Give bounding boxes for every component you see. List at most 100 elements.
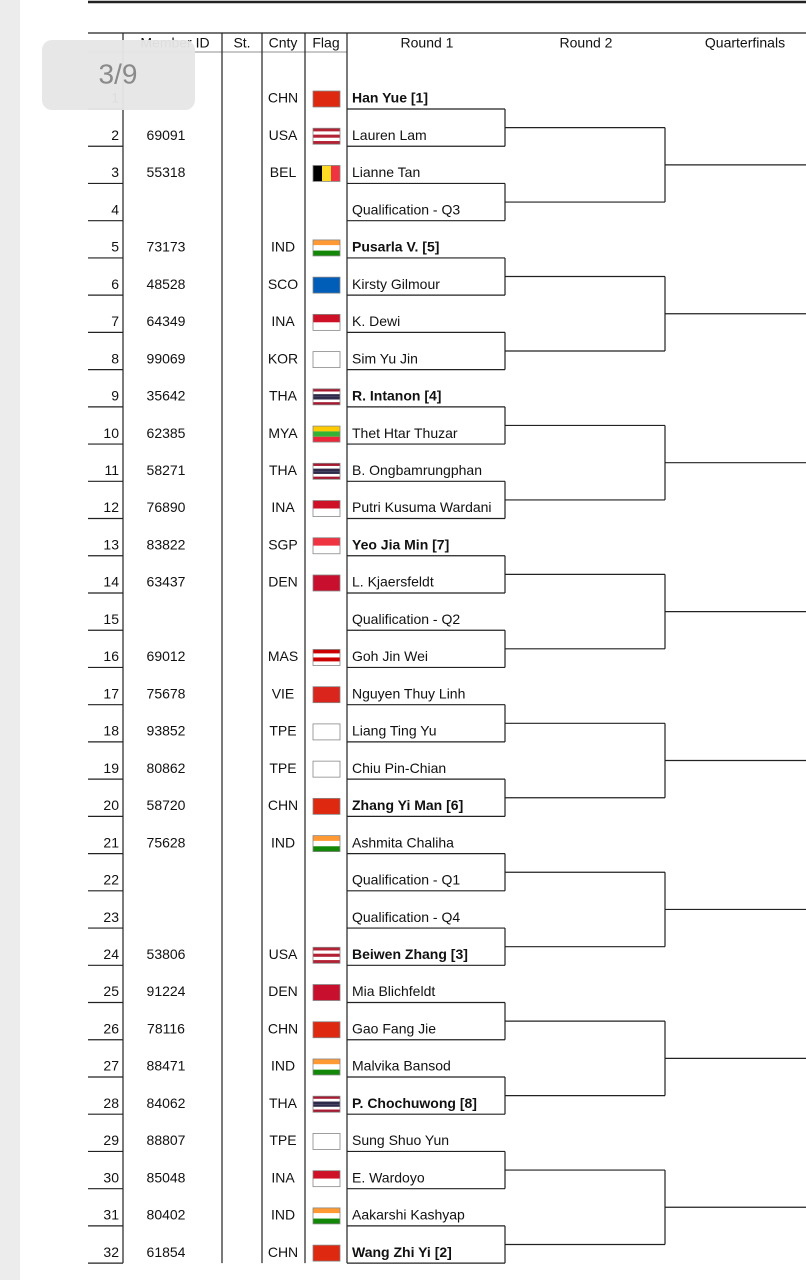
country-code: MAS bbox=[268, 648, 298, 664]
flag-stripe bbox=[313, 314, 340, 323]
member-id: 85048 bbox=[147, 1169, 186, 1185]
country-code: TPE bbox=[269, 760, 296, 776]
flag bbox=[312, 239, 341, 257]
country-code: DEN bbox=[268, 983, 298, 999]
flag-border bbox=[312, 462, 341, 480]
flag-border bbox=[312, 537, 341, 555]
flag bbox=[312, 1095, 341, 1113]
player-name: E. Wardoyo bbox=[352, 1169, 425, 1185]
seed-number: 19 bbox=[103, 760, 119, 776]
flag-border bbox=[312, 388, 341, 406]
flag-stripe bbox=[313, 91, 340, 107]
flag bbox=[312, 1207, 341, 1225]
member-id: 75628 bbox=[147, 834, 186, 850]
flag bbox=[312, 276, 341, 294]
country-code: USA bbox=[269, 946, 298, 962]
flag bbox=[312, 835, 341, 852]
seed-number: 3 bbox=[111, 164, 119, 180]
flag-border bbox=[312, 1021, 341, 1039]
member-id: 69091 bbox=[147, 127, 186, 143]
flag-stripe bbox=[313, 1021, 340, 1038]
flag-stripe bbox=[313, 723, 340, 740]
flag-border bbox=[312, 1095, 341, 1113]
flag-stripe bbox=[313, 545, 340, 554]
country-code: IND bbox=[271, 1058, 295, 1074]
country-code: DEN bbox=[268, 574, 298, 590]
country-code: CHN bbox=[268, 797, 298, 813]
seed-number: 23 bbox=[103, 909, 119, 925]
player-name: Zhang Yi Man [6] bbox=[352, 797, 463, 813]
flag-stripe bbox=[313, 1245, 340, 1262]
seed-number: 16 bbox=[103, 648, 119, 664]
country-code: CHN bbox=[268, 1244, 298, 1260]
flag bbox=[312, 1058, 341, 1076]
flag-border bbox=[312, 127, 341, 145]
player-name: Mia Blichfeldt bbox=[352, 983, 435, 999]
seed-number: 20 bbox=[103, 797, 119, 813]
member-id: 61854 bbox=[147, 1244, 186, 1260]
seed-number: 27 bbox=[103, 1058, 119, 1074]
flag-stripe bbox=[313, 1207, 340, 1214]
flag-stripe bbox=[313, 322, 340, 331]
flag-stripe bbox=[313, 846, 340, 852]
country-code: IND bbox=[271, 239, 295, 255]
player-name: Thet Htar Thuzar bbox=[352, 425, 458, 441]
seed-number: 11 bbox=[104, 462, 119, 478]
flag-border bbox=[312, 276, 341, 294]
flag-border bbox=[312, 425, 341, 443]
seed-number: 30 bbox=[103, 1169, 119, 1185]
flag-border bbox=[312, 500, 341, 517]
flag bbox=[312, 723, 341, 741]
seed-number: 32 bbox=[103, 1244, 119, 1260]
flag-stripe bbox=[313, 465, 340, 469]
seed-number: 22 bbox=[103, 872, 119, 888]
seed-number: 10 bbox=[103, 425, 119, 441]
seed-number: 21 bbox=[103, 834, 119, 850]
flag-stripe bbox=[313, 431, 340, 437]
flag-stripe bbox=[313, 1058, 340, 1065]
country-code: MYA bbox=[268, 425, 298, 441]
player-name: Putri Kusuma Wardani bbox=[352, 499, 492, 515]
flag bbox=[312, 351, 341, 369]
player-name: Chiu Pin-Chian bbox=[352, 760, 446, 776]
flag bbox=[312, 649, 341, 666]
flag-border bbox=[312, 1207, 341, 1225]
flag-stripe bbox=[313, 239, 340, 246]
column-header: Cnty bbox=[269, 35, 298, 51]
flag-stripe bbox=[331, 165, 340, 182]
flag bbox=[312, 686, 341, 704]
country-code: USA bbox=[269, 127, 298, 143]
member-id: 48528 bbox=[147, 276, 186, 292]
seed-number: 8 bbox=[111, 350, 119, 366]
seed-number: 26 bbox=[103, 1020, 119, 1036]
badge-text: 3/9 bbox=[99, 58, 138, 89]
flag bbox=[312, 127, 341, 145]
country-code: THA bbox=[269, 462, 298, 478]
flag bbox=[312, 574, 341, 592]
flag-stripe bbox=[313, 1104, 340, 1107]
player-name: Qualification - Q4 bbox=[352, 909, 460, 925]
flag-stripe bbox=[313, 131, 340, 135]
flag-stripe bbox=[313, 1106, 340, 1110]
flag-stripe bbox=[313, 426, 340, 432]
member-id: 75678 bbox=[147, 685, 186, 701]
flag-stripe bbox=[313, 661, 340, 666]
flag-stripe bbox=[313, 128, 340, 132]
column-header: Round 2 bbox=[560, 35, 613, 51]
member-id: 80402 bbox=[147, 1207, 186, 1223]
flag bbox=[312, 797, 341, 815]
flag-border bbox=[312, 649, 341, 666]
player-name: Wang Zhi Yi [2] bbox=[352, 1244, 452, 1260]
member-id: 58720 bbox=[147, 797, 186, 813]
member-id: 76890 bbox=[147, 499, 186, 515]
flag-border bbox=[312, 239, 341, 257]
flag-stripe bbox=[313, 250, 340, 256]
flag bbox=[312, 537, 341, 555]
seed-number: 24 bbox=[103, 946, 119, 962]
flag-stripe bbox=[313, 473, 340, 477]
flag bbox=[312, 1021, 341, 1039]
seed-number: 15 bbox=[103, 611, 119, 627]
country-code: CHN bbox=[268, 90, 298, 106]
flag-stripe bbox=[313, 798, 340, 815]
